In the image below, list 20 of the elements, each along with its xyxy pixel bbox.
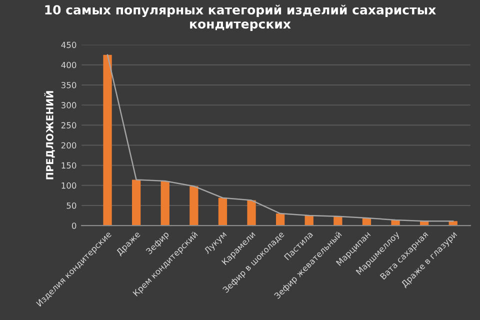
bar (247, 200, 256, 226)
y-tick-label: 250 (61, 122, 76, 128)
y-axis-title: ПРЕДЛОЖЕНИЙ (44, 91, 55, 180)
bar (103, 54, 112, 226)
bar (276, 214, 285, 226)
y-tick-label: 100 (62, 182, 76, 189)
y-tick-label: 450 (61, 42, 76, 48)
line-series (106, 54, 454, 222)
y-tick-label: 350 (61, 82, 76, 88)
y-tick-label: 150 (62, 162, 76, 169)
bar (132, 180, 141, 226)
y-tick-label: 400 (61, 62, 76, 68)
y-tick-label: 300 (61, 102, 76, 108)
bar (218, 198, 228, 226)
y-tick-label: 50 (66, 202, 76, 209)
bar (160, 181, 170, 226)
y-tick-label: 200 (61, 142, 76, 149)
y-tick-label: 0 (72, 222, 76, 229)
bar (190, 186, 198, 226)
chart-title: 10 самых популярных категорий изделий сахаристых кондитерских (45, 4, 436, 32)
